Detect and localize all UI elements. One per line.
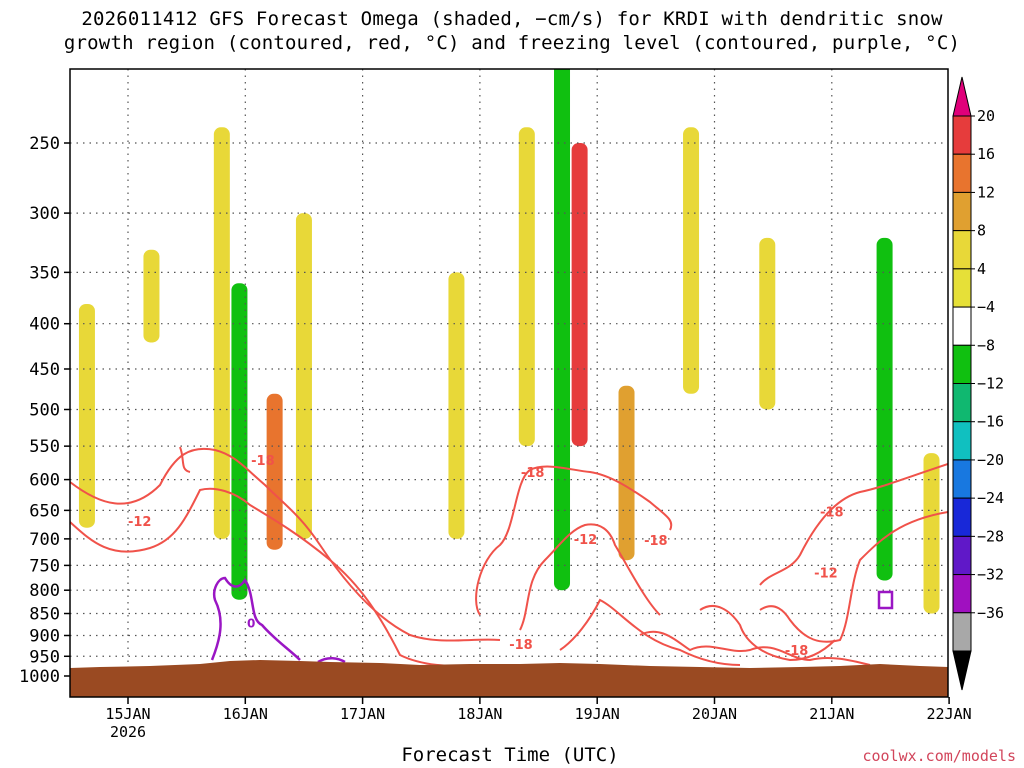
colorbar-segment-0 [952, 115, 972, 155]
dgz-contour-label-3: -12 [574, 533, 598, 548]
x-tick-label-3: 18JAN [457, 705, 502, 723]
x-axis-title: Forecast Time (UTC) [401, 744, 619, 766]
colorbar-label-4: 4 [977, 260, 986, 278]
source-credit: coolwx.com/models [862, 747, 1016, 765]
colorbar-segment-9 [952, 459, 972, 499]
colorbar-top-arrow [952, 76, 972, 117]
y-axis: 2503003504004505005506006507007508008509… [19, 134, 70, 687]
colorbar-label-7: −12 [977, 375, 1004, 393]
omega-feature-0 [78, 303, 95, 528]
colorbar-label-0: 20 [977, 107, 995, 125]
colorbar-segment-5 [952, 306, 972, 346]
y-tick-label-500: 500 [29, 401, 60, 421]
omega-feature-6 [448, 272, 465, 539]
x-year-label: 2026 [110, 723, 146, 741]
dgz-contour-label-2: -18 [521, 466, 545, 481]
surface-terrain [70, 660, 948, 697]
y-tick-label-350: 350 [29, 263, 60, 283]
x-axis: 15JAN 16JAN 17JAN 18JAN 19JAN 20JAN 21JAN 22JAN… [105, 697, 972, 741]
colorbar-label-11: −28 [977, 527, 1004, 545]
colorbar-label-6: −8 [977, 336, 995, 354]
dgz-contour-label-7: -12 [814, 567, 838, 582]
y-tick-label-300: 300 [29, 204, 60, 224]
y-tick-label-850: 850 [29, 605, 60, 625]
colorbar-segment-13 [952, 612, 972, 652]
colorbar-segment-12 [952, 574, 972, 614]
dgz-contour-label-4: -18 [644, 534, 668, 549]
x-tick-label-7: 22JAN [927, 705, 972, 723]
omega-feature-1 [143, 249, 160, 343]
x-tick-label-1: 16JAN [223, 705, 268, 723]
dgz-contour-label-6: -18 [820, 506, 844, 521]
y-tick-label-250: 250 [29, 134, 60, 154]
omega-feature-8 [554, 69, 571, 591]
colorbar-bottom-arrow [952, 650, 972, 691]
temperature-contours [70, 446, 948, 668]
colorbar-segment-2 [952, 191, 972, 232]
omega-feature-10 [618, 385, 635, 561]
y-tick-label-950: 950 [29, 647, 60, 667]
colorbar-label-1: 16 [977, 145, 995, 163]
colorbar-segment-11 [952, 535, 972, 576]
grid-lines [70, 69, 948, 697]
colorbar-label-3: 8 [977, 222, 986, 240]
x-tick-label-2: 17JAN [340, 705, 385, 723]
omega-feature-11 [683, 127, 700, 394]
y-tick-label-550: 550 [29, 437, 60, 457]
y-tick-label-450: 450 [29, 360, 60, 380]
omega-feature-9 [571, 143, 588, 447]
y-tick-label-600: 600 [29, 471, 60, 491]
colorbar-segment-8 [952, 421, 972, 461]
colorbar-label-2: 12 [977, 183, 995, 201]
omega-feature-5 [295, 213, 312, 539]
colorbar-label-10: −24 [977, 489, 1004, 507]
plot-area [70, 69, 948, 697]
y-tick-label-800: 800 [29, 581, 60, 601]
x-tick-label-4: 19JAN [575, 705, 620, 723]
omega-feature-7 [518, 127, 535, 447]
contour-labels: -18 -12 -18 -12 -18 -18 -18 -12 -18 0 [128, 454, 844, 659]
y-tick-label-750: 750 [29, 556, 60, 576]
x-tick-label-5: 20JAN [692, 705, 737, 723]
colorbar-label-13: −36 [977, 604, 1004, 622]
colorbar-segment-6 [952, 344, 972, 384]
colorbar: 20 16 12 8 4 −4 −8 −12 −16 −20 −24 −28 −32 −36 [952, 76, 1004, 691]
y-tick-label-700: 700 [29, 530, 60, 550]
x-tick-label-0: 15JAN [105, 705, 150, 723]
omega-feature-14 [923, 453, 940, 614]
colorbar-segment-10 [952, 497, 972, 537]
y-tick-label-650: 650 [29, 501, 60, 521]
colorbar-label-8: −16 [977, 413, 1004, 431]
colorbar-segment-7 [952, 383, 972, 423]
chart-title-line-1: 2026011412 GFS Forecast Omega (shaded, −… [81, 8, 943, 30]
x-tick-label-6: 21JAN [809, 705, 854, 723]
dgz-contour-label-1: -12 [128, 515, 152, 530]
y-tick-label-400: 400 [29, 315, 60, 335]
colorbar-segment-4 [952, 268, 972, 308]
y-tick-label-900: 900 [29, 626, 60, 646]
colorbar-label-9: −20 [977, 451, 1004, 469]
dgz-contour-label-8: -18 [785, 644, 809, 659]
dgz-contour-label-5: -18 [509, 638, 533, 653]
omega-feature-2 [213, 127, 230, 539]
colorbar-segment-3 [952, 230, 972, 270]
colorbar-label-5: −4 [977, 298, 995, 316]
chart-title-line-2: growth region (contoured, red, °C) and f… [63, 32, 961, 54]
dgz-contour-label-0: -18 [251, 454, 275, 469]
omega-feature-13 [876, 237, 893, 581]
plot-frame [69, 68, 949, 698]
y-tick-label-1000: 1000 [19, 667, 60, 687]
omega-feature-3 [231, 283, 248, 600]
omega-feature-12 [759, 237, 776, 410]
colorbar-segment-1 [952, 153, 972, 193]
freezing-contour-label-0: 0 [247, 616, 255, 630]
colorbar-label-12: −32 [977, 566, 1004, 584]
